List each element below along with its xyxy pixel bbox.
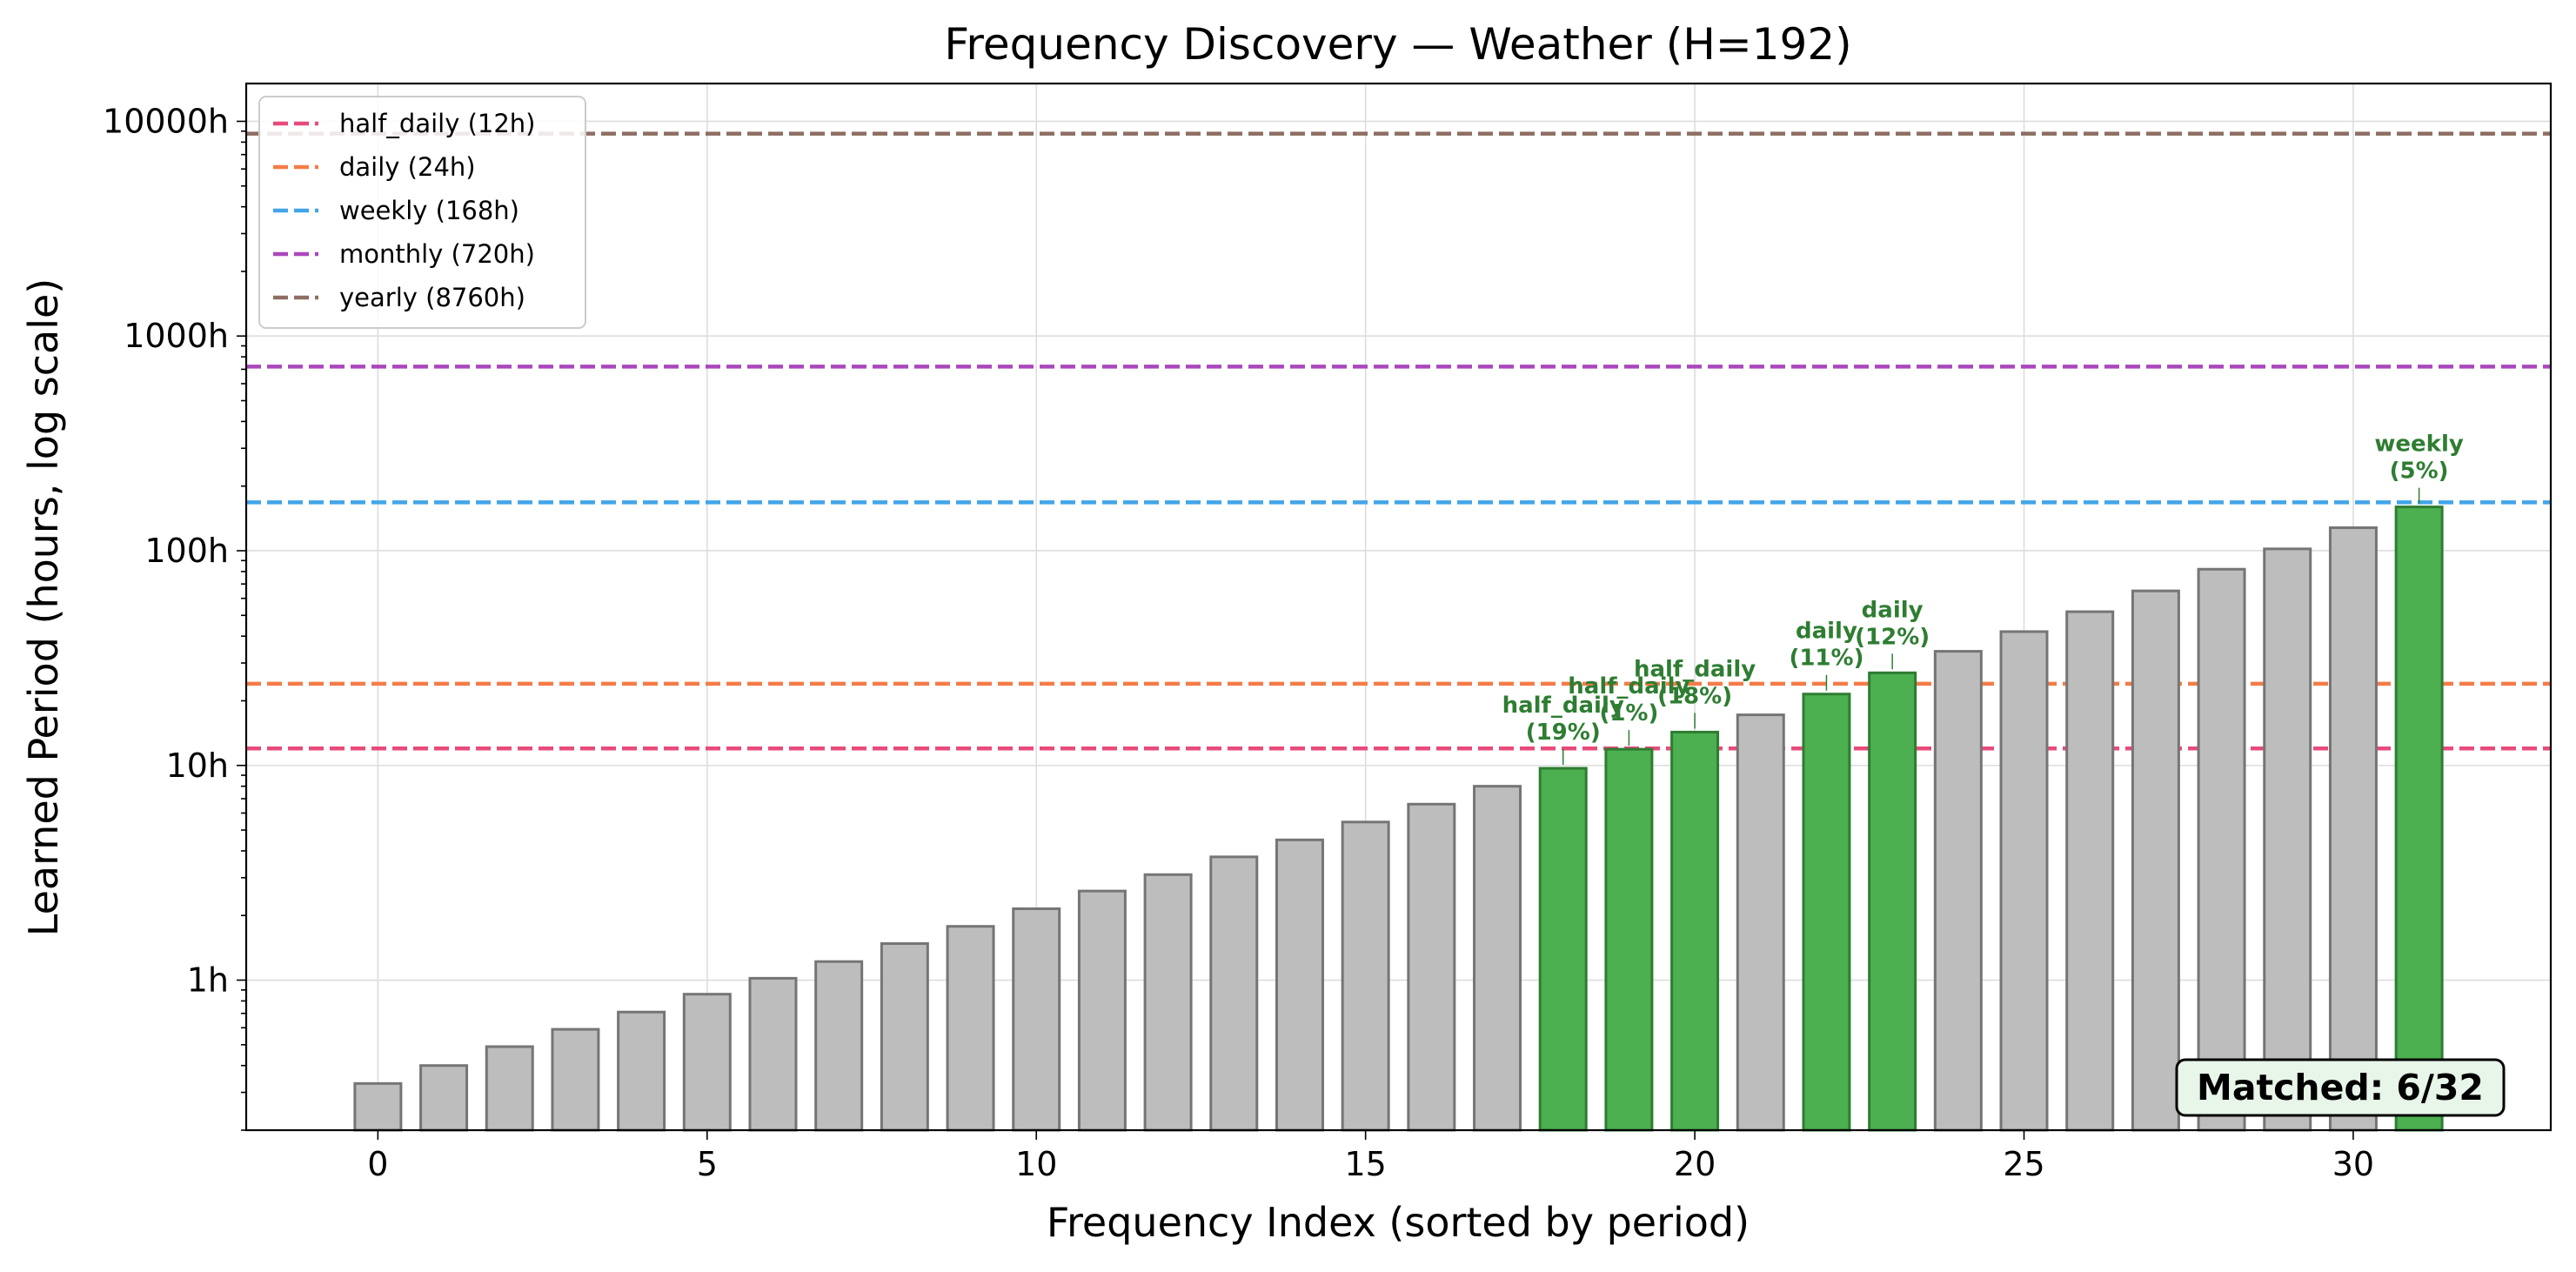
y-tick-label: 100h <box>144 532 229 570</box>
matched-box: Matched: 6/32 <box>2175 1058 2506 1117</box>
chart-title: Frequency Discovery — Weather (H=192) <box>944 19 1851 70</box>
bar <box>1077 889 1127 1132</box>
y-tick-label: 10000h <box>103 102 229 140</box>
bar <box>682 993 732 1132</box>
x-tick-label: 30 <box>2332 1145 2374 1183</box>
bar <box>1736 713 1785 1132</box>
ticks-layer: 0 5 10 15 20 25 30 1h 10h 100h 1000h 10000h <box>103 102 2374 1183</box>
y-tick-label: 10h <box>166 746 229 785</box>
bar-matched <box>1670 730 1720 1132</box>
bar <box>814 960 864 1132</box>
bar <box>485 1045 534 1132</box>
bar <box>1275 838 1324 1132</box>
x-tick-label: 5 <box>697 1145 718 1183</box>
x-tick-label: 20 <box>1674 1145 1716 1183</box>
y-tick-label: 1000h <box>124 317 229 355</box>
legend-label: weekly (168h) <box>339 196 519 225</box>
bar <box>1473 785 1522 1132</box>
x-tick-label: 15 <box>1344 1145 1386 1183</box>
annotation-percent: (18%) <box>1657 683 1732 709</box>
bar-matched <box>1538 767 1588 1132</box>
reference-lines-layer <box>246 131 2551 751</box>
annotation-label: half_daily <box>1568 673 1689 700</box>
bar <box>1933 650 1983 1132</box>
bar <box>551 1028 600 1132</box>
annotation-percent: (12%) <box>1855 624 1930 650</box>
x-axis-label: Frequency Index (sorted by period) <box>1047 1199 1750 1246</box>
annotation-label: half_daily <box>1502 693 1624 719</box>
annotation-label: daily <box>1862 597 1924 623</box>
plot-frame <box>244 82 2553 1132</box>
matched-text: Matched: 6/32 <box>2197 1067 2484 1108</box>
legend-label: daily (24h) <box>339 152 476 182</box>
annotation-percent: (19%) <box>1526 720 1601 746</box>
bar-matched <box>2394 505 2444 1132</box>
legend-label: monthly (720h) <box>339 239 535 269</box>
legend: half_daily (12h) daily (24h) weekly (168h)… <box>258 96 586 329</box>
bar <box>1209 855 1259 1132</box>
bars-layer <box>353 505 2444 1132</box>
bar-matched <box>1604 747 1654 1132</box>
annotation-label: weekly <box>2374 432 2463 458</box>
bar <box>1341 820 1390 1132</box>
bar <box>419 1064 469 1132</box>
bar <box>946 925 995 1132</box>
bar <box>2197 567 2246 1132</box>
y-axis-label: Learned Period (hours, log scale) <box>20 278 67 936</box>
bar <box>880 942 929 1132</box>
legend-label: half_daily (12h) <box>339 109 536 138</box>
x-tick-label: 0 <box>367 1145 388 1183</box>
bar-matched <box>1868 671 1917 1132</box>
bar <box>353 1081 403 1132</box>
x-tick-label: 25 <box>2003 1145 2044 1183</box>
annotation-percent: (5%) <box>2390 459 2449 485</box>
bar <box>1143 873 1193 1132</box>
annotation-percent: (11%) <box>1789 646 1863 672</box>
bar <box>617 1010 666 1132</box>
y-tick-label: 1h <box>187 961 229 1000</box>
bar <box>2263 547 2312 1132</box>
bar <box>748 976 798 1132</box>
annotations-layer: half_daily(19%)half_daily(1%)half_daily(… <box>1502 432 2464 766</box>
bar <box>1999 630 2049 1132</box>
bar <box>2131 589 2180 1132</box>
annotation-percent: (1%) <box>1599 700 1658 726</box>
bar-matched <box>1802 693 1851 1132</box>
legend-label: yearly (8760h) <box>339 283 525 312</box>
legend-box <box>258 96 586 329</box>
bar <box>1407 802 1456 1132</box>
bar <box>2065 610 2115 1132</box>
bar <box>1012 907 1061 1132</box>
x-tick-label: 10 <box>1015 1145 1057 1183</box>
annotation-label: half_daily <box>1634 656 1756 682</box>
annotation-label: daily <box>1796 619 1857 645</box>
bar <box>2328 526 2378 1132</box>
